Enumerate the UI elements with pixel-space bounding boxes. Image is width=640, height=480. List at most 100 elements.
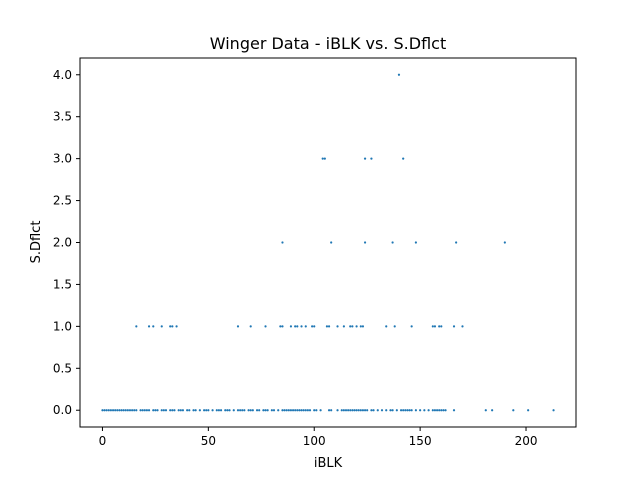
y-axis-label: S.Dflct — [29, 221, 44, 264]
data-point — [236, 325, 240, 328]
data-point — [215, 409, 218, 412]
data-point — [156, 409, 159, 412]
y-tick-label: 3.0 — [53, 152, 72, 166]
data-point — [408, 409, 411, 412]
data-point — [370, 157, 373, 160]
data-point — [135, 409, 138, 412]
data-point — [347, 409, 350, 412]
data-point — [143, 409, 146, 412]
data-point — [186, 409, 189, 412]
data-point — [173, 409, 176, 412]
data-point — [109, 409, 113, 412]
data-point — [402, 409, 405, 412]
data-point — [169, 325, 172, 328]
data-point — [283, 409, 286, 412]
data-point — [103, 409, 106, 412]
data-point — [205, 409, 208, 412]
data-point — [228, 409, 231, 412]
chart-title: Winger Data - iBLK vs. S.Dflct — [210, 34, 446, 53]
data-point — [126, 409, 129, 412]
data-point — [128, 409, 132, 412]
data-point — [219, 409, 223, 412]
data-point — [111, 409, 115, 412]
data-point — [440, 325, 443, 328]
x-tick-label: 150 — [409, 434, 432, 448]
data-point — [114, 409, 117, 412]
data-point — [527, 409, 530, 412]
data-point — [349, 409, 352, 412]
data-point — [461, 325, 464, 328]
data-point — [512, 409, 515, 412]
data-point — [376, 409, 379, 412]
data-point — [300, 409, 303, 412]
y-tick-label: 1.0 — [53, 319, 72, 333]
data-point — [120, 409, 123, 412]
data-point — [177, 409, 180, 412]
data-point — [361, 325, 365, 328]
data-point — [291, 409, 295, 412]
data-point — [351, 409, 354, 412]
data-point — [344, 409, 348, 412]
data-point — [323, 157, 326, 160]
data-point — [160, 409, 163, 412]
data-point — [152, 409, 155, 412]
data-point — [406, 409, 409, 412]
data-point — [135, 325, 138, 328]
data-point — [116, 409, 119, 412]
data-point — [207, 409, 210, 412]
data-point — [438, 325, 441, 328]
data-point — [249, 325, 252, 328]
data-point — [385, 409, 388, 412]
data-point — [325, 325, 329, 328]
data-point — [160, 325, 163, 328]
data-point — [164, 409, 168, 412]
x-tick-label: 50 — [201, 434, 216, 448]
y-tick-label: 2.5 — [53, 194, 72, 208]
data-point — [380, 409, 384, 412]
data-point — [366, 409, 369, 412]
data-point — [133, 409, 136, 412]
data-point — [105, 409, 108, 412]
data-point — [327, 409, 331, 412]
data-point — [281, 409, 284, 412]
data-point — [296, 325, 299, 328]
data-point — [101, 409, 104, 412]
data-point — [304, 325, 307, 328]
data-point — [484, 409, 487, 412]
data-point — [330, 241, 333, 244]
data-point — [154, 409, 157, 412]
data-point — [241, 409, 244, 412]
data-point — [452, 409, 456, 412]
data-point — [262, 409, 265, 412]
data-point — [306, 409, 309, 412]
data-point — [410, 409, 413, 412]
data-point — [162, 409, 165, 412]
data-point — [404, 409, 407, 412]
y-tick-label: 0.0 — [53, 403, 72, 417]
data-point — [279, 325, 282, 328]
data-point — [194, 409, 197, 412]
data-point — [491, 409, 494, 412]
data-point — [410, 325, 413, 328]
data-point — [179, 409, 182, 412]
data-point — [249, 409, 252, 412]
data-point — [147, 325, 151, 328]
data-point — [247, 409, 250, 412]
data-point — [296, 409, 299, 412]
data-point — [239, 409, 242, 412]
data-point — [389, 409, 392, 412]
data-point — [423, 409, 426, 412]
data-point — [427, 409, 430, 412]
data-point — [281, 325, 284, 328]
data-point — [264, 325, 267, 328]
data-point — [311, 325, 314, 328]
data-point — [289, 409, 293, 412]
data-point — [236, 409, 240, 412]
data-point — [455, 241, 458, 244]
data-point — [122, 409, 125, 412]
data-point — [285, 409, 288, 412]
data-point — [385, 325, 388, 328]
x-tick-label: 100 — [303, 434, 326, 448]
y-tick-label: 4.0 — [53, 68, 72, 82]
